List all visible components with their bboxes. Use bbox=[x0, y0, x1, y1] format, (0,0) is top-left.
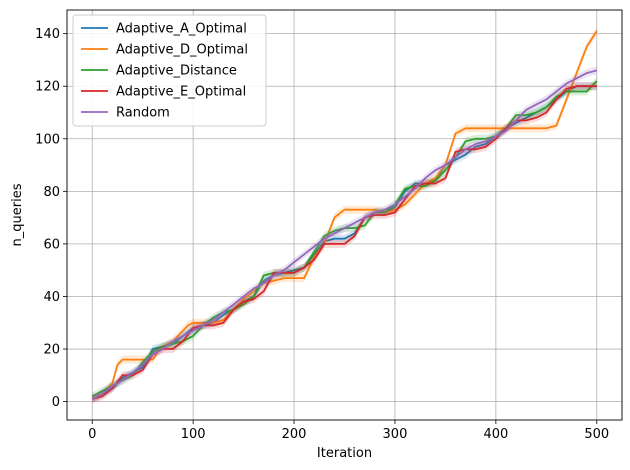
y-tick-label: 20 bbox=[43, 343, 60, 358]
legend: Adaptive_A_Optimal Adaptive_D_Optimal Adap… bbox=[72, 14, 267, 127]
plot-frame bbox=[66, 9, 623, 421]
x-tick-label: 100 bbox=[181, 427, 206, 442]
series-band-3 bbox=[92, 82, 597, 403]
series-band-4 bbox=[92, 66, 597, 403]
series-line-4 bbox=[91, 69, 598, 400]
x-tick-label: 300 bbox=[383, 427, 408, 442]
x-tick-label: 0 bbox=[88, 427, 96, 442]
x-tick-label: 200 bbox=[282, 427, 307, 442]
x-axis-label: Iteration bbox=[317, 446, 372, 461]
legend-box bbox=[72, 14, 267, 127]
legend-label: Random bbox=[116, 106, 170, 121]
legend-label: Adaptive_Distance bbox=[116, 64, 237, 79]
legend-label: Adaptive_D_Optimal bbox=[116, 43, 248, 58]
series-band-2 bbox=[92, 77, 597, 401]
axis-ticks: 0 100 200 300 400 500 0 20 40 60 80 100 120 140 bbox=[35, 27, 609, 442]
legend-label: Adaptive_A_Optimal bbox=[116, 22, 247, 37]
y-tick-label: 40 bbox=[43, 290, 60, 305]
y-tick-label: 0 bbox=[52, 395, 60, 410]
x-tick-label: 400 bbox=[483, 427, 508, 442]
y-axis-label: n_queries bbox=[10, 183, 25, 246]
legend-label: Adaptive_E_Optimal bbox=[116, 85, 246, 100]
series-lines bbox=[91, 27, 598, 403]
y-tick-label: 120 bbox=[35, 80, 60, 95]
y-tick-label: 80 bbox=[43, 185, 60, 200]
y-tick-label: 60 bbox=[43, 237, 60, 252]
y-tick-label: 100 bbox=[35, 132, 60, 147]
y-tick-label: 140 bbox=[35, 27, 60, 42]
x-tick-label: 500 bbox=[584, 427, 609, 442]
